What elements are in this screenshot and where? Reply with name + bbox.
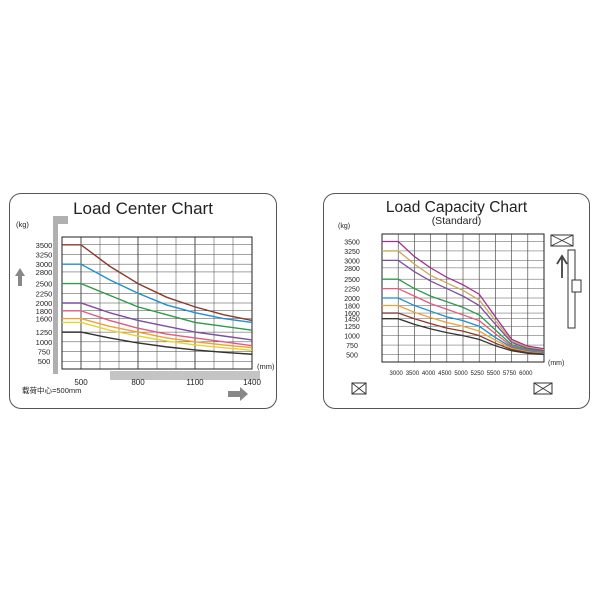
y-tick-label: 1600	[36, 315, 53, 324]
up-arrow-icon	[15, 268, 25, 286]
series-line	[62, 317, 253, 349]
y-tick-label: 750	[38, 348, 51, 357]
right-arrow-icon	[228, 387, 248, 401]
y-tick-label: 3250	[344, 249, 360, 256]
y-tick-label: 2000	[36, 299, 53, 308]
y-tick-label: 1800	[344, 304, 360, 311]
load-capacity-chart: 3500325030002800250022502000180016001450…	[338, 223, 582, 395]
lift-arrow-icon	[556, 254, 568, 278]
series-line	[382, 259, 545, 352]
series-line	[382, 304, 545, 355]
y-tick-label: 3250	[36, 250, 53, 259]
y-tick-label: 1250	[36, 328, 53, 337]
x-tick-label: 1400	[243, 378, 261, 387]
series-line	[62, 302, 253, 341]
load-center-chart-title: Load Center Chart	[73, 199, 213, 218]
y-tick-label: 3000	[36, 260, 53, 269]
series-line	[62, 263, 253, 324]
x-tick-label: 3500	[406, 371, 420, 377]
x-tick-label: 6000	[519, 371, 533, 377]
series-line	[62, 244, 253, 322]
y-axis-band	[53, 224, 58, 374]
y-tick-label: 1250	[344, 324, 360, 331]
series-line	[62, 321, 253, 352]
load-capacity-chart-subtitle: (Standard)	[431, 215, 482, 227]
max-height-icon-cross	[533, 382, 553, 395]
mast-carriage-icon	[571, 279, 582, 293]
y-tick-label: 750	[346, 343, 358, 350]
load-center-chart-panel: Load Center Chart 3500 3250 3000 2800 2500 22…	[9, 193, 277, 409]
x-tick-label: 5250	[471, 371, 485, 377]
series-line	[382, 278, 545, 353]
y-tick-label: 2800	[36, 268, 53, 277]
y-unit-label: (kg)	[16, 220, 29, 229]
series-line	[382, 312, 545, 355]
y-tick-label: 3500	[344, 240, 360, 247]
series-line	[62, 331, 253, 355]
min-height-icon-cross	[351, 382, 367, 395]
y-tick-label: 1600	[344, 311, 360, 318]
x-tick-label: 1100	[186, 378, 204, 387]
y-axis-band-top	[53, 216, 68, 224]
x-tick-label: 4500	[438, 371, 452, 377]
y-unit-label: (kg)	[338, 223, 350, 230]
y-tick-label: 1800	[36, 307, 53, 316]
y-tick-label: 2800	[344, 266, 360, 273]
y-tick-label: 1000	[344, 334, 360, 341]
y-tick-label: 2250	[344, 287, 360, 294]
series-line	[382, 318, 545, 356]
x-tick-label: 5500	[487, 371, 501, 377]
y-tick-label: 2500	[36, 280, 53, 289]
x-axis-band	[110, 371, 260, 380]
y-tick-label: 1000	[36, 338, 53, 347]
x-tick-label: 4000	[422, 371, 436, 377]
y-tick-label: 2500	[344, 277, 360, 284]
y-tick-label: 500	[346, 352, 358, 359]
series-line	[382, 287, 545, 353]
series-line	[382, 250, 545, 351]
y-tick-label: 3000	[344, 258, 360, 265]
series-line	[62, 310, 253, 347]
y-tick-label: 1450	[344, 317, 360, 324]
series-line	[382, 240, 545, 350]
fork-carriage-icon-cross	[550, 234, 574, 247]
load-capacity-chart-panel: Load Capacity Chart (Standard) 3500 3250 3…	[323, 193, 590, 409]
y-tick-label: 2250	[36, 289, 53, 298]
series-line	[62, 282, 253, 331]
x-unit-label: (mm)	[548, 360, 564, 367]
x-tick-label: 5000	[454, 371, 468, 377]
y-tick-label: 3500	[36, 241, 53, 250]
x-tick-label: 3000	[390, 371, 404, 377]
series-line	[382, 297, 545, 354]
y-tick-label: 500	[38, 357, 51, 366]
x-tick-label: 5750	[503, 371, 517, 377]
load-capacity-chart-title: Load Capacity Chart	[385, 199, 528, 216]
load-center-note: 载荷中心=500mm	[22, 385, 81, 395]
y-tick-label: 2000	[344, 296, 360, 303]
x-unit-label: (mm)	[257, 362, 275, 371]
x-tick-label: 800	[131, 378, 145, 387]
x-tick-label: 500	[74, 378, 88, 387]
